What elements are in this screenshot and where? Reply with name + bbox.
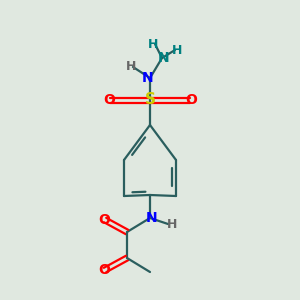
Text: O: O [98, 213, 110, 227]
Text: H: H [148, 38, 158, 50]
Text: N: N [142, 71, 154, 85]
Text: S: S [145, 92, 155, 107]
Text: O: O [98, 263, 110, 277]
Text: N: N [146, 211, 158, 225]
Text: O: O [185, 93, 197, 107]
Text: H: H [172, 44, 182, 56]
Text: N: N [158, 51, 170, 65]
Text: H: H [167, 218, 177, 230]
Text: O: O [103, 93, 115, 107]
Text: H: H [126, 61, 136, 74]
